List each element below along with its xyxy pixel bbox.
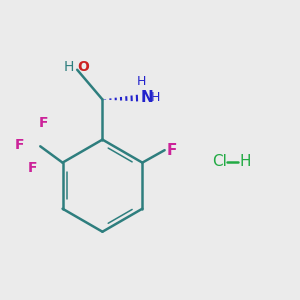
Text: H: H (136, 76, 146, 88)
Text: H: H (151, 91, 160, 103)
Text: H: H (239, 154, 251, 169)
Text: Cl: Cl (212, 154, 227, 169)
Text: F: F (14, 138, 24, 152)
Text: H: H (63, 60, 74, 74)
Text: O: O (77, 60, 89, 74)
Text: N: N (141, 90, 154, 105)
Text: F: F (28, 161, 38, 175)
Text: F: F (167, 142, 177, 158)
Text: F: F (38, 116, 48, 130)
